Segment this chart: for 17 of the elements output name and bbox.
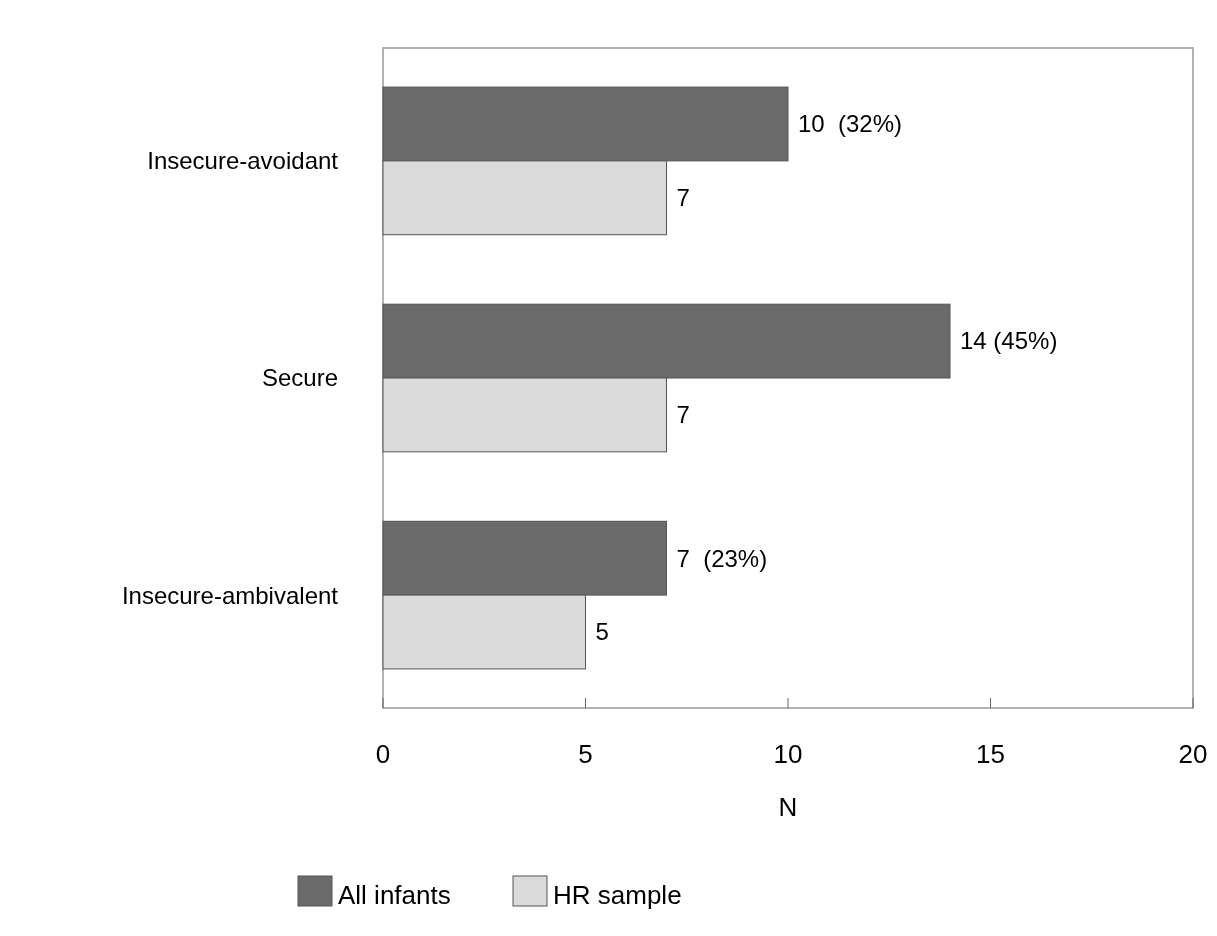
data-label: 7 (23%): [676, 544, 768, 572]
x-axis-title: N: [778, 792, 798, 822]
y-tick-label: Insecure-avoidant: [147, 147, 339, 175]
x-tick-label: 10: [773, 739, 803, 769]
x-tick-label: 20: [1178, 739, 1208, 769]
data-label: 14 (45%): [960, 327, 1058, 355]
x-tick-label: 5: [578, 739, 593, 769]
x-tick-label: 0: [375, 739, 391, 769]
x-tick-label: 15: [976, 739, 1005, 769]
data-label: 10 (32%): [798, 110, 903, 138]
y-tick-label: Insecure-ambivalent: [121, 581, 339, 609]
data-label: 5: [595, 618, 609, 646]
data-label: 7: [676, 184, 690, 212]
data-label: 7: [676, 401, 690, 429]
y-tick-label: Secure: [261, 364, 338, 392]
legend-label: All infants: [338, 880, 451, 910]
legend-label: HR sample: [553, 880, 682, 910]
